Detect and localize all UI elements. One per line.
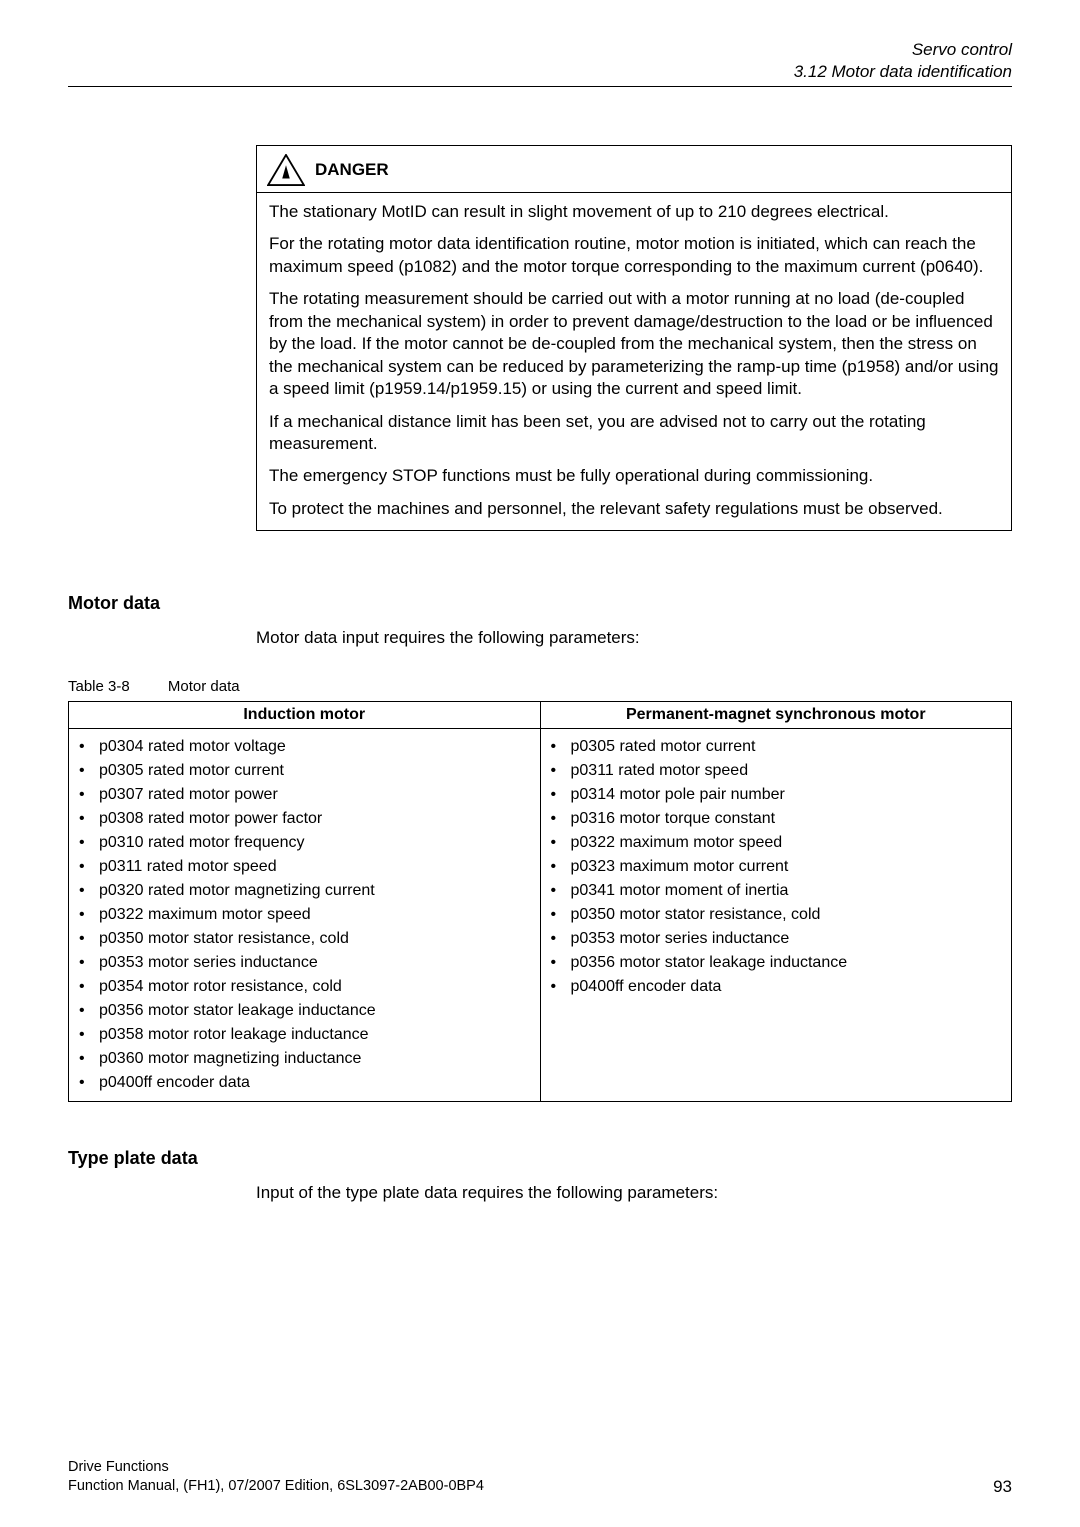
list-item: p0360 motor magnetizing inductance [77, 1047, 532, 1071]
list-item: p0341 motor moment of inertia [549, 879, 1004, 903]
danger-para: If a mechanical distance limit has been … [269, 411, 999, 456]
list-item: p0308 rated motor power factor [77, 807, 532, 831]
footer-line2: Function Manual, (FH1), 07/2007 Edition,… [68, 1477, 484, 1497]
list-item: p0356 motor stator leakage inductance [549, 951, 1004, 975]
danger-label: DANGER [315, 160, 389, 180]
column-header-pmsm: Permanent-magnet synchronous motor [540, 702, 1012, 729]
list-item: p0322 maximum motor speed [549, 831, 1004, 855]
list-item: p0311 rated motor speed [77, 855, 532, 879]
danger-block: DANGER The stationary MotID can result i… [256, 145, 1012, 531]
header-rule [68, 86, 1012, 87]
motor-data-table: Induction motor Permanent-magnet synchro… [68, 701, 1012, 1102]
table-caption: Table 3-8 Motor data [68, 678, 1012, 695]
list-item: p0350 motor stator resistance, cold [549, 903, 1004, 927]
list-item: p0316 motor torque constant [549, 807, 1004, 831]
list-item: p0307 rated motor power [77, 783, 532, 807]
danger-para: The emergency STOP functions must be ful… [269, 465, 999, 487]
danger-body: The stationary MotID can result in sligh… [257, 193, 1011, 530]
running-header: Servo control 3.12 Motor data identifica… [68, 40, 1012, 82]
list-item: p0320 rated motor magnetizing current [77, 879, 532, 903]
danger-header: DANGER [257, 146, 1011, 193]
list-item: p0350 motor stator resistance, cold [77, 927, 532, 951]
danger-box: DANGER The stationary MotID can result i… [256, 145, 1012, 531]
list-item: p0353 motor series inductance [549, 927, 1004, 951]
induction-list: p0304 rated motor voltage p0305 rated mo… [77, 735, 532, 1095]
danger-para: The rotating measurement should be carri… [269, 288, 999, 400]
pmsm-cell: p0305 rated motor current p0311 rated mo… [540, 729, 1012, 1102]
page-footer: Drive Functions Function Manual, (FH1), … [68, 1398, 1012, 1497]
page-root: Servo control 3.12 Motor data identifica… [0, 0, 1080, 1527]
list-item: p0323 maximum motor current [549, 855, 1004, 879]
table-header-row: Induction motor Permanent-magnet synchro… [69, 702, 1012, 729]
list-item: p0305 rated motor current [549, 735, 1004, 759]
danger-para: To protect the machines and personnel, t… [269, 498, 999, 520]
type-plate-intro: Input of the type plate data requires th… [256, 1183, 1012, 1203]
list-item: p0305 rated motor current [77, 759, 532, 783]
table-row: p0304 rated motor voltage p0305 rated mo… [69, 729, 1012, 1102]
section-heading-type-plate: Type plate data [68, 1148, 1012, 1169]
header-subtitle: 3.12 Motor data identification [68, 62, 1012, 82]
danger-para: For the rotating motor data identificati… [269, 233, 999, 278]
footer-line1: Drive Functions [68, 1458, 484, 1478]
header-title: Servo control [68, 40, 1012, 60]
induction-cell: p0304 rated motor voltage p0305 rated mo… [69, 729, 541, 1102]
list-item: p0304 rated motor voltage [77, 735, 532, 759]
list-item: p0400ff encoder data [549, 975, 1004, 999]
motor-data-intro: Motor data input requires the following … [256, 628, 1012, 648]
list-item: p0353 motor series inductance [77, 951, 532, 975]
list-item: p0358 motor rotor leakage inductance [77, 1023, 532, 1047]
danger-para: The stationary MotID can result in sligh… [269, 201, 999, 223]
warning-triangle-icon [267, 154, 305, 186]
footer-page-number: 93 [993, 1477, 1012, 1497]
footer-left: Drive Functions Function Manual, (FH1), … [68, 1458, 484, 1497]
list-item: p0322 maximum motor speed [77, 903, 532, 927]
list-item: p0354 motor rotor resistance, cold [77, 975, 532, 999]
list-item: p0400ff encoder data [77, 1071, 532, 1095]
table-caption-num: Table 3-8 [68, 678, 130, 695]
list-item: p0314 motor pole pair number [549, 783, 1004, 807]
pmsm-list: p0305 rated motor current p0311 rated mo… [549, 735, 1004, 999]
table-caption-text: Motor data [168, 678, 240, 695]
list-item: p0310 rated motor frequency [77, 831, 532, 855]
list-item: p0356 motor stator leakage inductance [77, 999, 532, 1023]
column-header-induction: Induction motor [69, 702, 541, 729]
section-heading-motor-data: Motor data [68, 593, 1012, 614]
list-item: p0311 rated motor speed [549, 759, 1004, 783]
